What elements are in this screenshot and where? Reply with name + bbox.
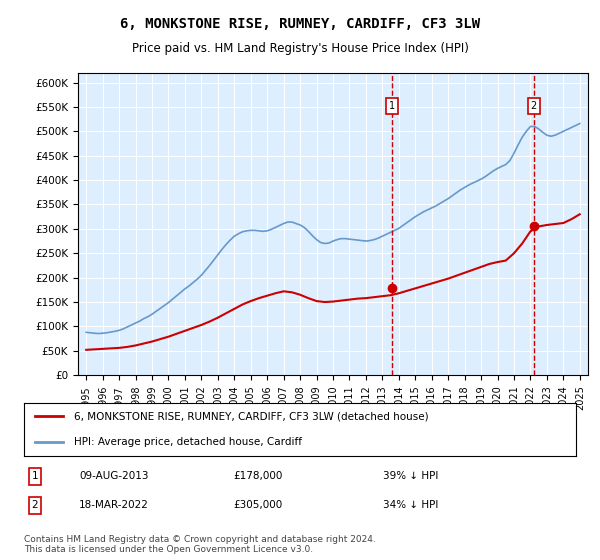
Text: 1: 1 — [32, 472, 38, 482]
Text: 18-MAR-2022: 18-MAR-2022 — [79, 501, 149, 510]
Text: 2: 2 — [530, 101, 537, 111]
Text: HPI: Average price, detached house, Cardiff: HPI: Average price, detached house, Card… — [74, 436, 302, 446]
Text: 6, MONKSTONE RISE, RUMNEY, CARDIFF, CF3 3LW (detached house): 6, MONKSTONE RISE, RUMNEY, CARDIFF, CF3 … — [74, 412, 428, 422]
Text: 6, MONKSTONE RISE, RUMNEY, CARDIFF, CF3 3LW: 6, MONKSTONE RISE, RUMNEY, CARDIFF, CF3 … — [120, 17, 480, 31]
Text: 09-AUG-2013: 09-AUG-2013 — [79, 472, 149, 482]
Text: 2: 2 — [32, 501, 38, 510]
Text: £305,000: £305,000 — [234, 501, 283, 510]
Text: Price paid vs. HM Land Registry's House Price Index (HPI): Price paid vs. HM Land Registry's House … — [131, 42, 469, 55]
Text: 34% ↓ HPI: 34% ↓ HPI — [383, 501, 438, 510]
Text: £178,000: £178,000 — [234, 472, 283, 482]
Text: 1: 1 — [389, 101, 395, 111]
Text: Contains HM Land Registry data © Crown copyright and database right 2024.
This d: Contains HM Land Registry data © Crown c… — [24, 535, 376, 554]
Text: 39% ↓ HPI: 39% ↓ HPI — [383, 472, 438, 482]
